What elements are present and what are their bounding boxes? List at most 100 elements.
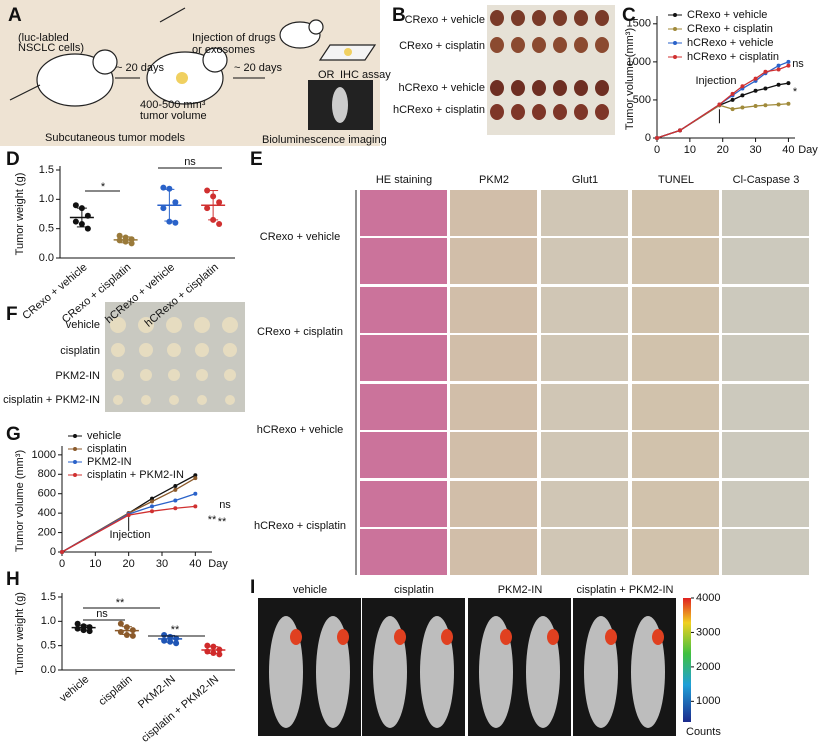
data-point bbox=[776, 67, 781, 72]
data-point bbox=[173, 506, 178, 511]
tumor bbox=[139, 343, 153, 357]
diagram-text: IHC assay bbox=[340, 69, 391, 81]
legend-marker bbox=[73, 473, 77, 477]
micrograph bbox=[450, 529, 537, 575]
legend-label: PKM2-IN bbox=[87, 456, 132, 468]
x-tick-label: 0 bbox=[59, 558, 65, 570]
panel-label: B bbox=[392, 5, 406, 26]
panel-label: H bbox=[6, 569, 20, 590]
tumor bbox=[595, 80, 609, 96]
column-header: PKM2 bbox=[479, 174, 509, 186]
signal bbox=[547, 629, 559, 645]
micrograph bbox=[632, 287, 719, 333]
colorbar-tick-label: 2000 bbox=[696, 661, 720, 673]
micrograph bbox=[360, 238, 447, 284]
annotation: ns bbox=[184, 156, 196, 168]
data-point bbox=[193, 473, 198, 478]
data-point bbox=[160, 205, 167, 212]
row-label: cisplatin + PKM2-IN bbox=[3, 394, 100, 406]
colorbar-tick-label: 3000 bbox=[696, 626, 720, 638]
tumor-sketch bbox=[176, 72, 188, 84]
legend-label: hCRexo + vehicle bbox=[687, 37, 774, 49]
legend-label: CRexo + vehicle bbox=[687, 9, 767, 21]
data-point bbox=[173, 498, 178, 503]
micrograph bbox=[632, 529, 719, 575]
row-label: hCRexo + cisplatin bbox=[254, 520, 346, 532]
annotation: * bbox=[793, 86, 798, 98]
annotation: Injection bbox=[110, 529, 151, 541]
series-line bbox=[656, 82, 789, 139]
micrograph bbox=[722, 190, 809, 236]
tumor bbox=[511, 80, 525, 96]
x-tick-label: cisplatin bbox=[97, 673, 135, 708]
legend-label: hCRexo + cisplatin bbox=[687, 51, 779, 63]
data-point bbox=[786, 81, 791, 86]
x-tick-label: 10 bbox=[684, 144, 696, 156]
diagram-text: NSCLC cells) bbox=[18, 42, 84, 54]
row-label: hCRexo + vehicle bbox=[398, 82, 485, 94]
tumor bbox=[167, 343, 181, 357]
x-axis-label: Day bbox=[208, 558, 228, 570]
micrograph bbox=[450, 384, 537, 430]
data-point bbox=[776, 82, 781, 87]
colorbar bbox=[683, 598, 691, 722]
tumor bbox=[168, 369, 180, 381]
tumor bbox=[553, 10, 567, 26]
colorbar-label: Counts bbox=[686, 726, 721, 738]
data-point bbox=[717, 102, 722, 107]
y-tick-label: 0 bbox=[645, 132, 651, 144]
data-point bbox=[173, 483, 178, 488]
signal bbox=[605, 629, 617, 645]
tumor bbox=[195, 343, 209, 357]
y-tick-label: 800 bbox=[38, 468, 56, 480]
micrograph bbox=[632, 190, 719, 236]
data-point bbox=[173, 487, 178, 492]
data-point bbox=[740, 93, 745, 98]
x-tick-label: 40 bbox=[189, 558, 201, 570]
y-tick-label: 400 bbox=[38, 507, 56, 519]
tumor bbox=[223, 343, 237, 357]
tumor bbox=[511, 37, 525, 53]
x-tick-label: 40 bbox=[782, 144, 794, 156]
micrograph bbox=[722, 238, 809, 284]
data-point bbox=[753, 76, 758, 81]
data-point bbox=[166, 218, 173, 225]
data-point bbox=[193, 476, 198, 481]
y-tick-label: 1000 bbox=[627, 56, 651, 68]
tumor bbox=[490, 104, 504, 120]
row-label: hCRexo + cisplatin bbox=[393, 104, 485, 116]
x-tick-label: 20 bbox=[123, 558, 135, 570]
panel-label: C bbox=[622, 5, 636, 26]
signal bbox=[441, 629, 453, 645]
row-label: cisplatin bbox=[60, 345, 100, 357]
column-header: Cl-Caspase 3 bbox=[733, 174, 800, 186]
row-label: CRexo + vehicle bbox=[405, 14, 485, 26]
legend-marker bbox=[673, 55, 677, 59]
x-tick-label: cisplatin + PKM2-IN bbox=[139, 673, 221, 745]
diagram-text: ~ 20 days bbox=[234, 62, 283, 74]
legend-label: CRexo + cisplatin bbox=[687, 23, 773, 35]
diagram-text: Injection of drugs bbox=[192, 32, 276, 44]
data-point bbox=[776, 102, 781, 107]
micrograph bbox=[541, 238, 628, 284]
data-point bbox=[72, 218, 79, 225]
tumor bbox=[553, 37, 567, 53]
column-header: vehicle bbox=[293, 584, 327, 596]
annotation: Injection bbox=[696, 75, 737, 87]
diagram-text: tumor volume bbox=[140, 110, 207, 122]
micrograph bbox=[541, 432, 628, 478]
micrograph bbox=[541, 481, 628, 527]
signal bbox=[652, 629, 664, 645]
annotation: ** bbox=[116, 597, 125, 609]
tumor bbox=[532, 104, 546, 120]
signal bbox=[394, 629, 406, 645]
y-tick-label: 1.0 bbox=[41, 615, 56, 627]
tumor bbox=[169, 395, 179, 405]
panel-label: I bbox=[250, 577, 255, 598]
legend-marker bbox=[673, 27, 677, 31]
micrograph bbox=[632, 238, 719, 284]
panel-label: A bbox=[8, 5, 22, 26]
data-point bbox=[216, 651, 223, 658]
signal bbox=[290, 629, 302, 645]
micrograph bbox=[632, 432, 719, 478]
